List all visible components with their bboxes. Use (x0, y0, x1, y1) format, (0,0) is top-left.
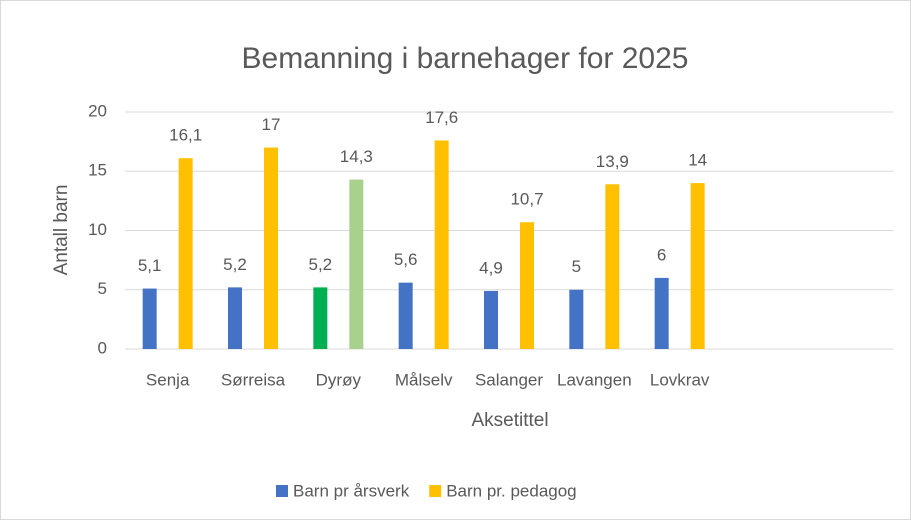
x-tick-label: Lovkrav (650, 370, 710, 389)
data-label: 16,1 (169, 126, 202, 145)
x-tick-label: Dyrøy (316, 370, 362, 389)
bar (142, 288, 157, 349)
y-tick-label: 0 (98, 338, 107, 357)
data-label: 14,3 (340, 147, 373, 166)
x-tick-label: Lavangen (557, 370, 632, 389)
bar (484, 290, 498, 349)
chart-title: Bemanning i barnehager for 2025 (242, 42, 689, 75)
bar (434, 140, 449, 349)
data-label: 5 (572, 257, 581, 276)
bar (398, 282, 413, 349)
x-axis-title: Aksetittel (471, 410, 548, 431)
bar (605, 184, 620, 349)
data-label: 13,9 (596, 152, 629, 171)
bar (178, 158, 193, 349)
bar (349, 179, 364, 349)
data-label: 5,6 (394, 250, 418, 269)
legend-label: Barn pr årsverk (293, 481, 410, 500)
y-tick-label: 15 (88, 161, 107, 180)
bar (228, 287, 242, 349)
data-label: 5,1 (138, 256, 162, 275)
y-tick-label: 10 (88, 220, 107, 239)
bar (313, 287, 328, 349)
y-tick-label: 20 (88, 101, 107, 120)
bar (520, 222, 534, 349)
legend-label: Barn pr. pedagog (446, 481, 576, 500)
data-label: 14 (688, 151, 707, 170)
bar (569, 289, 584, 349)
x-tick-label: Senja (146, 370, 190, 389)
bar (654, 277, 669, 349)
data-label: 4,9 (479, 258, 503, 277)
data-label: 17 (262, 115, 281, 134)
bar (690, 183, 705, 349)
x-tick-label: Sørreisa (221, 370, 286, 389)
legend-swatch (276, 485, 288, 497)
data-label: 5,2 (309, 255, 333, 274)
legend-swatch (429, 485, 442, 497)
y-tick-label: 5 (98, 279, 107, 298)
y-axis-title: Antall barn (51, 185, 72, 276)
data-label: 5,2 (223, 255, 247, 274)
data-label: 6 (657, 245, 666, 264)
data-label: 10,7 (510, 190, 543, 209)
x-tick-label: Salanger (475, 370, 543, 389)
x-tick-label: Målselv (395, 370, 453, 389)
bar (264, 147, 278, 349)
data-label: 17,6 (425, 108, 458, 127)
